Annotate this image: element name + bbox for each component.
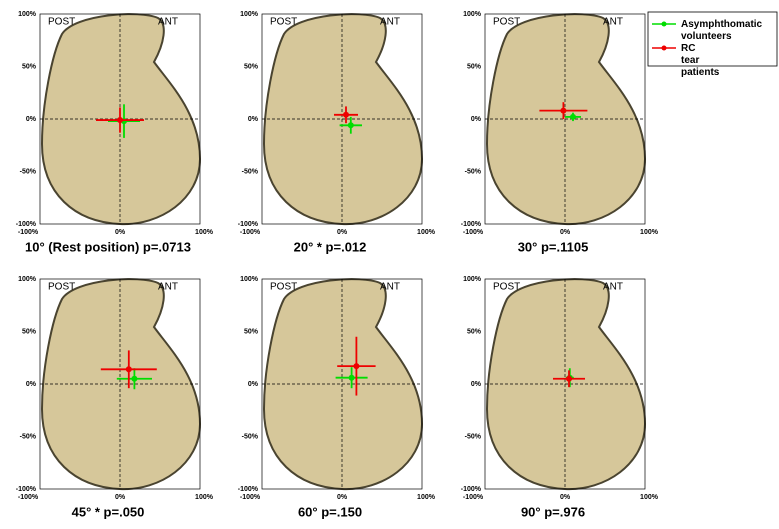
y-tick-label: -50% bbox=[20, 168, 37, 175]
y-tick-label: 0% bbox=[26, 381, 37, 388]
y-tick-label: -50% bbox=[20, 433, 37, 440]
point bbox=[560, 108, 566, 114]
x-tick-label: -100% bbox=[18, 494, 39, 501]
x-tick-label: -100% bbox=[463, 229, 484, 236]
y-tick-label: 50% bbox=[244, 63, 259, 70]
point bbox=[117, 117, 123, 123]
y-tick-label: 0% bbox=[248, 381, 259, 388]
annotation: ANT bbox=[158, 17, 178, 28]
x-tick-label: 0% bbox=[115, 229, 126, 236]
y-tick-label: 50% bbox=[467, 328, 482, 335]
x-tick-label: -100% bbox=[463, 494, 484, 501]
y-tick-label: 100% bbox=[18, 11, 37, 18]
panel-title: 45° * p=.050 bbox=[72, 504, 145, 519]
annotation: ANT bbox=[380, 282, 400, 293]
panel-title: 30° p=.1105 bbox=[518, 239, 589, 254]
y-tick-label: 50% bbox=[22, 328, 37, 335]
y-tick-label: -100% bbox=[16, 486, 37, 493]
annotation: POST bbox=[270, 17, 297, 28]
y-tick-label: 0% bbox=[26, 116, 37, 123]
x-tick-label: -100% bbox=[240, 229, 261, 236]
y-tick-label: 50% bbox=[244, 328, 259, 335]
y-tick-label: -50% bbox=[465, 168, 482, 175]
panel-title: 90° p=.976 bbox=[521, 504, 585, 519]
y-tick-label: -50% bbox=[242, 433, 259, 440]
annotation: ANT bbox=[380, 17, 400, 28]
y-tick-label: 100% bbox=[240, 11, 259, 18]
x-tick-label: 0% bbox=[115, 494, 126, 501]
panel-title: 60° p=.150 bbox=[298, 504, 362, 519]
annotation: ANT bbox=[603, 17, 623, 28]
point bbox=[126, 366, 132, 372]
x-tick-label: 0% bbox=[337, 494, 348, 501]
x-tick-label: 100% bbox=[195, 494, 214, 501]
annotation: POST bbox=[48, 282, 75, 293]
y-tick-label: 100% bbox=[463, 11, 482, 18]
figure: AsymphthomaticvolunteersRCtearpatients10… bbox=[0, 0, 779, 529]
point bbox=[349, 375, 355, 381]
x-tick-label: 100% bbox=[195, 229, 214, 236]
panel-title: 10° (Rest position) p=.0713 bbox=[25, 239, 191, 254]
y-tick-label: -100% bbox=[238, 221, 259, 228]
annotation: POST bbox=[493, 282, 520, 293]
y-tick-label: 100% bbox=[240, 276, 259, 283]
y-tick-label: 0% bbox=[248, 116, 259, 123]
y-tick-label: 100% bbox=[463, 276, 482, 283]
annotation: ANT bbox=[603, 282, 623, 293]
annotation: ANT bbox=[158, 282, 178, 293]
y-tick-label: -100% bbox=[16, 221, 37, 228]
y-tick-label: -50% bbox=[465, 433, 482, 440]
x-tick-label: 100% bbox=[417, 494, 436, 501]
annotation: POST bbox=[48, 17, 75, 28]
x-tick-label: 100% bbox=[640, 229, 659, 236]
x-tick-label: -100% bbox=[240, 494, 261, 501]
x-tick-label: 100% bbox=[640, 494, 659, 501]
x-tick-label: 0% bbox=[337, 229, 348, 236]
y-tick-label: -50% bbox=[242, 168, 259, 175]
legend-marker bbox=[662, 22, 667, 27]
y-tick-label: -100% bbox=[461, 221, 482, 228]
x-tick-label: 100% bbox=[417, 229, 436, 236]
point bbox=[570, 114, 576, 120]
x-tick-label: 0% bbox=[560, 229, 571, 236]
annotation: POST bbox=[270, 282, 297, 293]
x-tick-label: 0% bbox=[560, 494, 571, 501]
point bbox=[353, 363, 359, 369]
x-tick-label: -100% bbox=[18, 229, 39, 236]
point bbox=[566, 376, 572, 382]
y-tick-label: 0% bbox=[471, 116, 482, 123]
point bbox=[131, 376, 137, 382]
panel-title: 20° * p=.012 bbox=[294, 239, 367, 254]
y-tick-label: 50% bbox=[467, 63, 482, 70]
annotation: POST bbox=[493, 17, 520, 28]
legend-marker bbox=[662, 46, 667, 51]
y-tick-label: -100% bbox=[461, 486, 482, 493]
y-tick-label: -100% bbox=[238, 486, 259, 493]
point bbox=[343, 112, 349, 118]
y-tick-label: 0% bbox=[471, 381, 482, 388]
y-tick-label: 50% bbox=[22, 63, 37, 70]
point bbox=[348, 122, 354, 128]
y-tick-label: 100% bbox=[18, 276, 37, 283]
